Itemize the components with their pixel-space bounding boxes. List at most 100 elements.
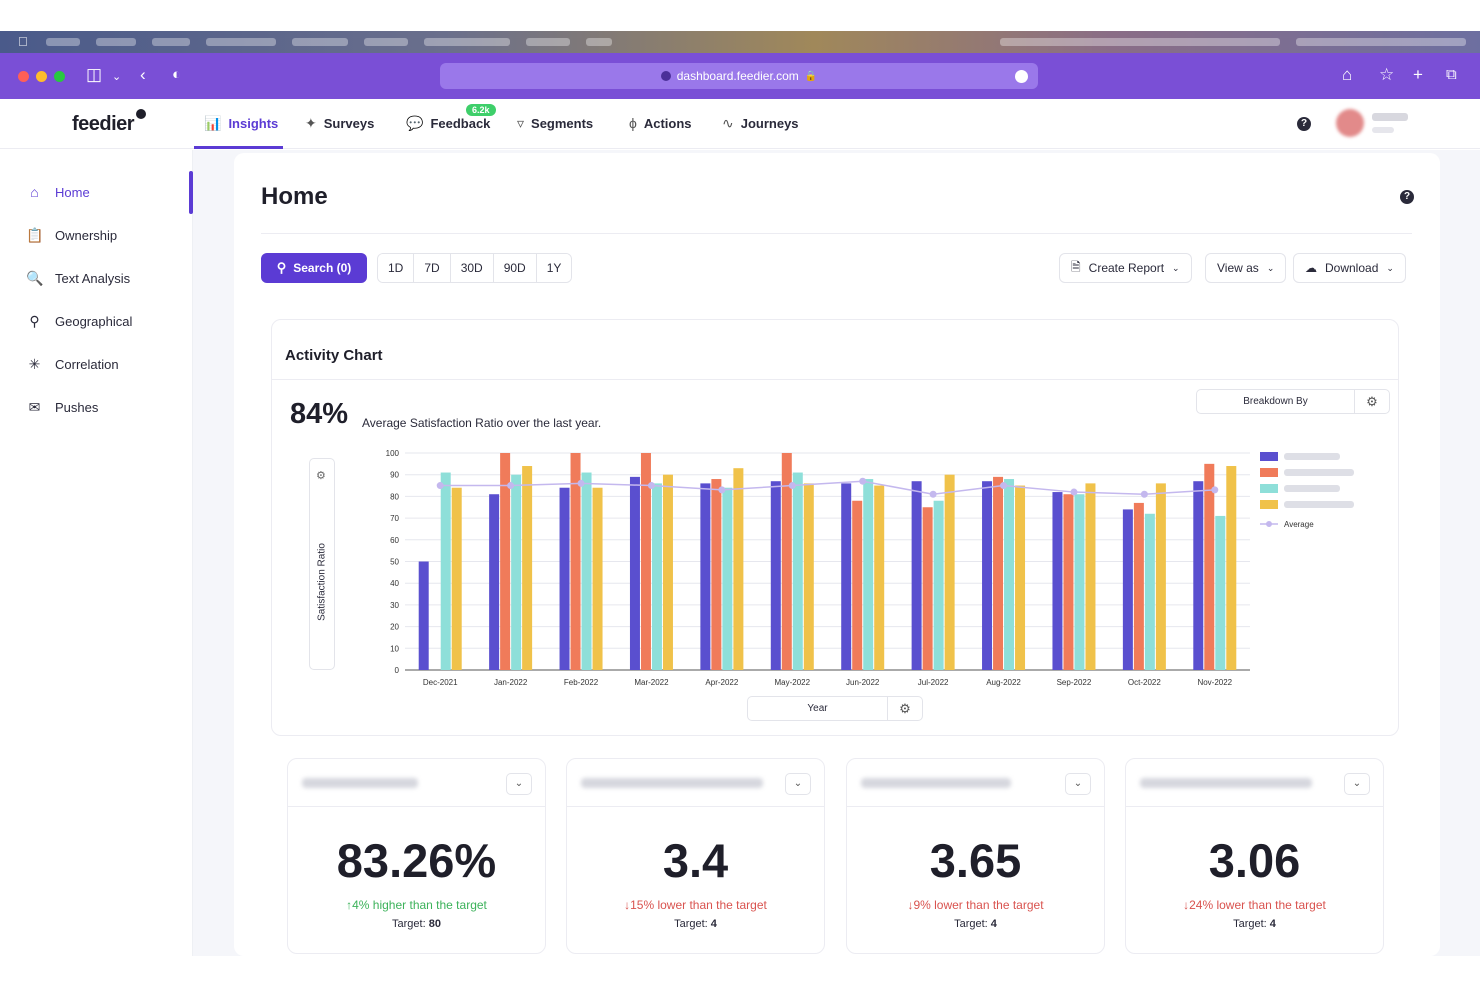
create-report-label: Create Report xyxy=(1088,261,1165,275)
chart-bar xyxy=(841,483,852,670)
sidebar-item-text-analysis[interactable]: 🔍 Text Analysis xyxy=(26,270,130,287)
chart-bar xyxy=(1052,492,1063,670)
sidebar-item-correlation[interactable]: ✳ Correlation xyxy=(26,356,119,373)
sidebar-item-label: Ownership xyxy=(55,228,118,243)
x-tick-label: Aug-2022 xyxy=(986,678,1021,687)
chevron-down-icon[interactable]: ⌄ xyxy=(1065,773,1091,795)
tab-overview-icon[interactable]: ⧉ xyxy=(1446,66,1457,83)
range-30d-button[interactable]: 30D xyxy=(450,254,494,282)
avatar[interactable] xyxy=(1336,109,1364,137)
kpi-target: Target: 4 xyxy=(847,918,1104,930)
lightning-icon: ϕ xyxy=(629,115,637,131)
nav-feedback[interactable]: 💬 Feedback xyxy=(406,115,490,132)
chart-bar xyxy=(700,483,711,670)
kpi-delta-text: 9% lower than the target xyxy=(913,898,1044,912)
nav-surveys[interactable]: ✦ Surveys xyxy=(305,115,374,132)
average-point xyxy=(1211,486,1219,494)
chevron-down-icon: ⌄ xyxy=(1386,262,1394,273)
kpi-card: ⌄ 3.4 ↓15% lower than the target Target:… xyxy=(566,758,825,954)
legend-label-blur xyxy=(1284,469,1354,476)
sidebar-toggle-icon[interactable]: ◫ xyxy=(86,65,103,84)
chart-bar xyxy=(1204,463,1215,670)
feedier-logo[interactable]: feedier xyxy=(72,109,147,136)
chevron-down-icon[interactable]: ⌄ xyxy=(785,773,811,795)
kpi-target-value: 80 xyxy=(428,918,441,930)
download-button[interactable]: ☁ Download ⌄ xyxy=(1293,253,1406,283)
search-button[interactable]: ⚲ Search (0) xyxy=(261,253,367,283)
range-1y-button[interactable]: 1Y xyxy=(536,254,572,282)
gear-icon[interactable]: ⚙ xyxy=(316,470,326,482)
kpi-delta-text: 4% higher than the target xyxy=(352,898,487,912)
range-90d-button[interactable]: 90D xyxy=(493,254,537,282)
average-satisfaction-value: 84% xyxy=(290,398,349,430)
chart-bar xyxy=(1226,466,1237,670)
y-axis-title: Satisfaction Ratio xyxy=(316,543,328,621)
legend-label-blur xyxy=(1284,453,1340,460)
chart-bar xyxy=(863,479,874,670)
chevron-down-icon[interactable]: ⌄ xyxy=(506,773,532,795)
chart-bar xyxy=(944,474,955,670)
nav-segments[interactable]: ▿ Segments xyxy=(517,115,593,132)
y-axis-control[interactable] xyxy=(309,458,335,670)
y-tick-label: 0 xyxy=(395,666,400,675)
chevron-down-icon[interactable]: ⌄ xyxy=(112,71,122,83)
bookmark-star-icon[interactable]: ☆ xyxy=(1379,65,1395,84)
chart-bar xyxy=(722,487,733,670)
back-icon[interactable]: ‹ xyxy=(140,65,146,84)
chart-bar xyxy=(451,487,462,670)
range-7d-button[interactable]: 7D xyxy=(414,254,451,282)
kpi-header xyxy=(1126,759,1383,807)
chart-bar xyxy=(1193,481,1204,670)
nav-journeys[interactable]: ∿ Journeys xyxy=(722,115,799,132)
range-1d-button[interactable]: 1D xyxy=(378,254,415,282)
y-tick-label: 80 xyxy=(390,492,399,501)
zoom-window-button[interactable] xyxy=(54,71,65,82)
new-tab-icon[interactable]: + xyxy=(1413,65,1423,84)
kpi-card: ⌄ 83.26% ↑4% higher than the target Targ… xyxy=(287,758,546,954)
minimize-window-button[interactable] xyxy=(36,71,47,82)
clock-blur xyxy=(1296,38,1466,46)
average-point xyxy=(1070,488,1078,496)
page-help-icon[interactable]: ? xyxy=(1400,190,1414,204)
address-bar[interactable]: dashboard.feedier.com 🔒 xyxy=(440,63,1038,89)
nav-journeys-label: Journeys xyxy=(740,116,799,131)
home-icon[interactable]: ⌂ xyxy=(1342,65,1353,84)
create-report-button[interactable]: 🗎 Create Report ⌄ xyxy=(1059,253,1192,283)
kpi-value: 83.26% xyxy=(336,834,497,887)
kpi-title-blur xyxy=(861,778,1011,788)
chat-icon: 💬 xyxy=(406,115,424,131)
clipboard-icon: 📋 xyxy=(26,227,44,243)
y-tick-label: 90 xyxy=(390,471,399,480)
more-icon[interactable] xyxy=(1015,70,1028,83)
sidebar-item-pushes[interactable]: ✉ Pushes xyxy=(26,399,99,416)
sidebar-item-home[interactable]: ⌂ Home xyxy=(26,184,89,200)
apple-icon[interactable]:  xyxy=(18,34,28,49)
kpi-target-label: Target: xyxy=(392,918,426,930)
shield-icon[interactable]: ◐ xyxy=(172,66,182,83)
help-icon[interactable]: ? xyxy=(1297,117,1311,131)
x-axis-year-select[interactable]: Year ⚙ xyxy=(747,696,923,721)
view-as-button[interactable]: View as ⌄ xyxy=(1205,253,1287,283)
activity-chart: 0 10 20 30 40 50 60 70 80 90 100 Dec-2021 Jan-2022 Fe… xyxy=(386,449,1354,687)
kpi-target-value: 4 xyxy=(1269,918,1276,930)
chart-bar xyxy=(993,476,1004,670)
kpi-value: 3.06 xyxy=(1208,834,1301,887)
gear-icon[interactable]: ⚙ xyxy=(899,700,911,716)
chart-bar xyxy=(1122,509,1133,670)
kpi-target: Target: 4 xyxy=(1126,918,1383,930)
nav-actions[interactable]: ϕ Actions xyxy=(629,115,692,131)
chevron-down-icon[interactable]: ⌄ xyxy=(1344,773,1370,795)
lock-icon: 🔒 xyxy=(804,70,818,82)
close-window-button[interactable] xyxy=(18,71,29,82)
gear-icon[interactable]: ⚙ xyxy=(1366,393,1378,409)
nav-segments-label: Segments xyxy=(531,116,594,131)
kpi-delta: ↓9% lower than the target xyxy=(847,898,1104,912)
chart-bar xyxy=(522,466,533,670)
breakdown-by-select[interactable]: Breakdown By ⚙ xyxy=(1196,389,1390,414)
sidebar-item-geographical[interactable]: ⚲ Geographical xyxy=(26,313,132,330)
sidebar-item-ownership[interactable]: 📋 Ownership xyxy=(26,227,117,244)
kpi-delta: ↓15% lower than the target xyxy=(567,898,824,912)
average-point xyxy=(1140,490,1148,498)
nav-insights[interactable]: 📊 Insights xyxy=(204,115,278,132)
chart-bar xyxy=(711,479,722,670)
